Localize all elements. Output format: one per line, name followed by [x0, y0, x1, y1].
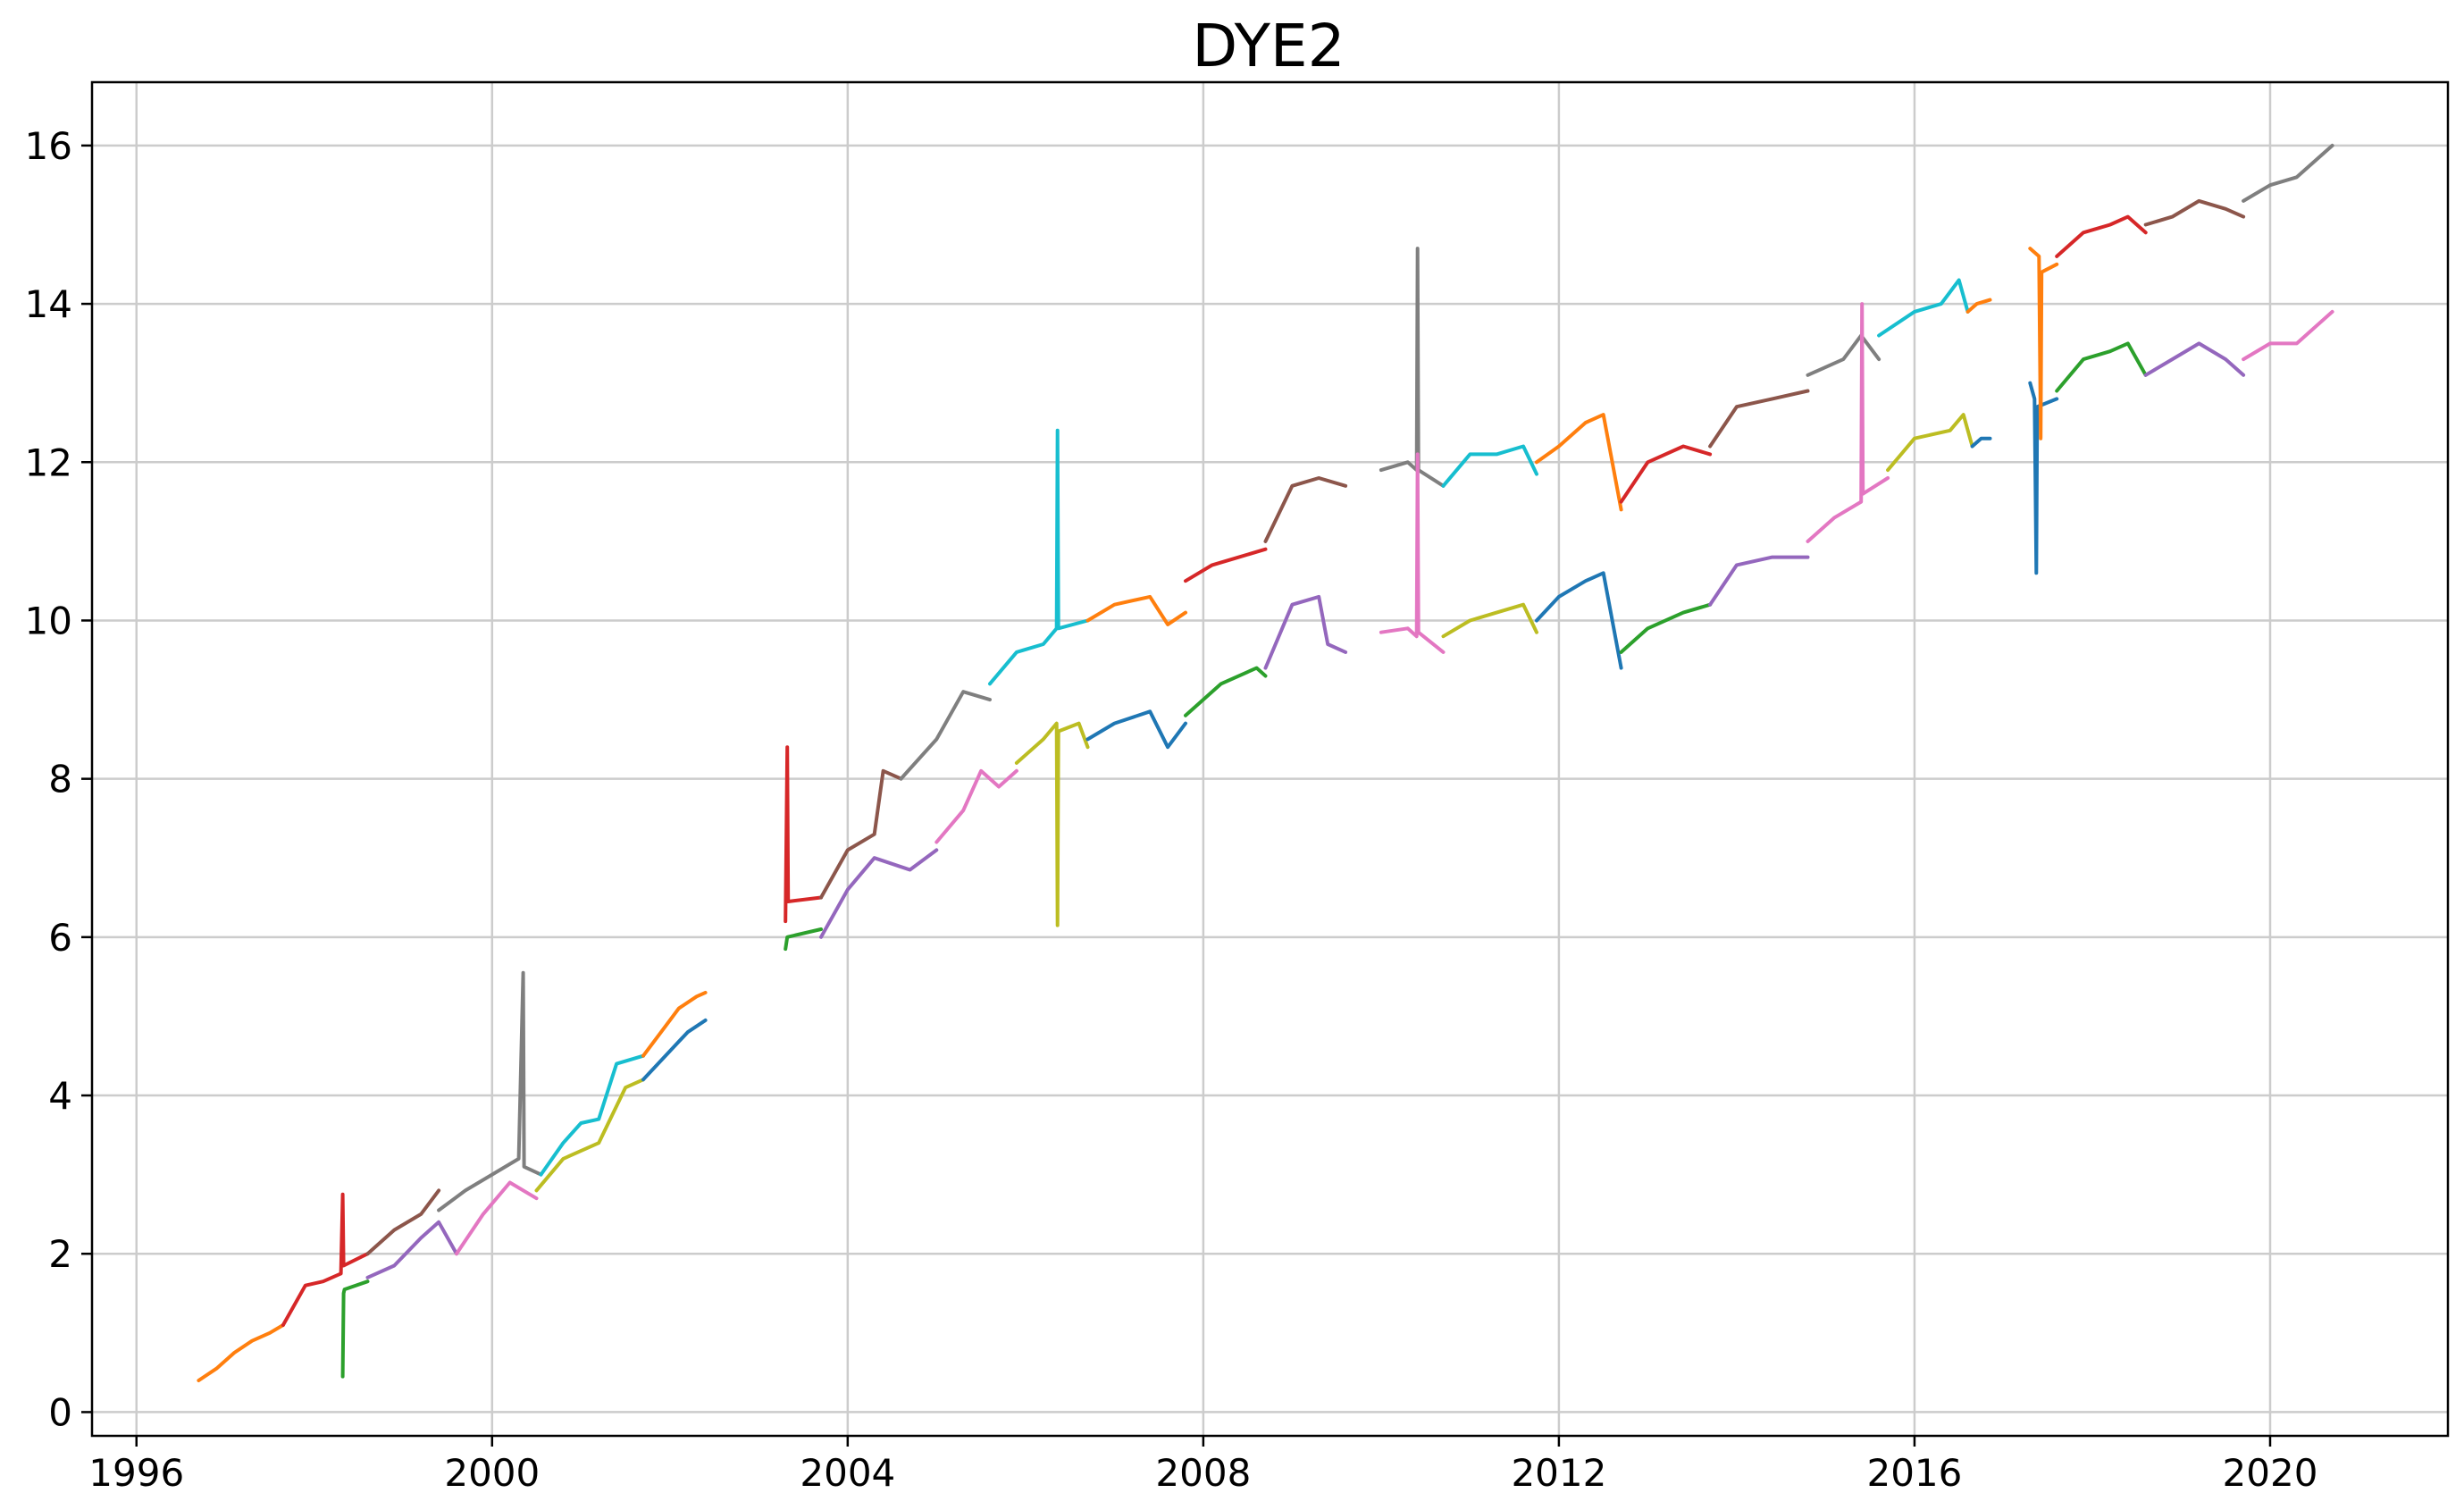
- series-line-17: [1184, 547, 1268, 583]
- series-line-29: [1619, 444, 1713, 504]
- series-line-22: [1014, 721, 1090, 927]
- series-line-47: [2143, 198, 2246, 227]
- grid-lines: [92, 82, 2448, 1436]
- series-line-11: [641, 1018, 708, 1082]
- x-tick-label: 2020: [2223, 1451, 2318, 1495]
- series-line-38: [1708, 555, 1810, 607]
- plot-frame: [90, 80, 2450, 1438]
- series-line-7: [340, 1279, 370, 1379]
- series-line-6: [641, 990, 708, 1058]
- series-line-26: [1379, 247, 1446, 488]
- series-line-20: [819, 848, 939, 939]
- series-line-3: [365, 1188, 441, 1256]
- series-line-41: [1970, 436, 1992, 449]
- series-line-43: [2028, 247, 2059, 440]
- x-tick-label: 2008: [1155, 1451, 1251, 1495]
- series-line-10: [534, 1078, 645, 1193]
- x-tick-label: 2016: [1866, 1451, 1962, 1495]
- series-line-1: [197, 1323, 285, 1382]
- series-line-8: [365, 1220, 458, 1279]
- y-tick-label: 10: [25, 599, 72, 642]
- series-line-28: [1535, 413, 1623, 512]
- series-line-23: [1085, 709, 1187, 750]
- series-line-37: [1619, 602, 1713, 654]
- series-line-39: [1806, 302, 1890, 543]
- series-line-48: [2242, 309, 2334, 362]
- series-line-36: [1535, 571, 1623, 670]
- y-tick-label: 14: [25, 282, 72, 326]
- y-tick-label: 12: [25, 440, 72, 484]
- series-line-12: [784, 745, 823, 924]
- series-line-33: [1965, 298, 1992, 314]
- series-line-42: [2028, 381, 2059, 575]
- series-line-49: [2242, 143, 2334, 203]
- series-line-27: [1441, 444, 1538, 488]
- series-line-5: [539, 1053, 645, 1177]
- series-line-19: [784, 927, 823, 952]
- series-line-34: [1379, 452, 1446, 654]
- axes: 1996 2000 2004 2008 2012 2016 2020 0 2 4 6 8 10 12 14 1…: [25, 124, 2318, 1495]
- series-line-46: [2143, 341, 2246, 377]
- series-line-45: [2055, 214, 2148, 258]
- x-tick-label: 2000: [444, 1451, 540, 1495]
- series-line-44: [2055, 341, 2148, 393]
- series-line-2: [281, 1192, 370, 1327]
- series-line-30: [1708, 389, 1810, 449]
- x-tick-label: 2012: [1511, 1451, 1606, 1495]
- y-tick-label: 0: [48, 1390, 72, 1434]
- series-line-9: [455, 1180, 539, 1256]
- x-tick-label: 2004: [800, 1451, 895, 1495]
- series-line-15: [988, 428, 1090, 686]
- y-tick-label: 8: [48, 758, 72, 801]
- y-tick-label: 4: [48, 1074, 72, 1118]
- series-lines: [197, 143, 2334, 1382]
- series-line-4: [437, 970, 543, 1212]
- series-line-14: [899, 690, 992, 781]
- series-line-21: [934, 768, 1018, 844]
- series-line-40: [1886, 413, 1974, 473]
- series-line-18: [1263, 476, 1348, 543]
- series-line-24: [1184, 666, 1268, 717]
- y-tick-label: 6: [48, 916, 72, 960]
- x-tick-label: 1996: [88, 1451, 184, 1495]
- series-line-31: [1806, 333, 1882, 377]
- y-tick-label: 16: [25, 124, 72, 168]
- y-tick-label: 2: [48, 1232, 72, 1276]
- series-line-35: [1441, 602, 1538, 639]
- chart-title: DYE2: [1192, 12, 1345, 80]
- series-line-32: [1877, 278, 1970, 338]
- series-line-13: [819, 768, 903, 900]
- series-line-16: [1085, 594, 1187, 626]
- series-line-25: [1263, 594, 1348, 670]
